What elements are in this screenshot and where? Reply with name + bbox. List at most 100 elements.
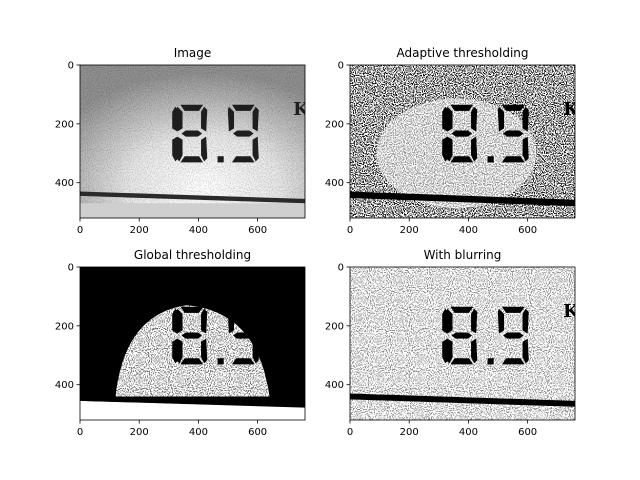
segment-g [451,130,473,137]
photo-grain [80,65,305,218]
bezel-edge [350,191,575,207]
x-tick-label: 200 [400,225,419,236]
segment-e [446,136,453,162]
segment-a [501,104,525,111]
y-tick-label: 200 [55,321,74,332]
segment-f [446,106,453,132]
x-tick-label: 200 [400,427,419,438]
bezel-lower [80,203,305,218]
segment-c [471,136,478,162]
panel-1-axes: Image 0 200 400 600 0 200 400 [55,46,306,236]
segment-b [522,308,529,334]
segment-e [176,338,183,364]
panel-3-readout-decimal-point [217,358,224,365]
segment-g [502,332,524,339]
segment-b [522,106,529,132]
panel-4-image: K [350,267,580,420]
y-tick-label: 400 [325,380,344,391]
segment-g [502,130,524,137]
segment-b [252,106,259,132]
x-tick-label: 600 [248,427,267,438]
y-tick-label: 0 [68,61,74,72]
panel-2-axes: Adaptive thresholding 0 200 400 600 0 200 400 [325,46,576,236]
y-tick-label: 0 [338,61,344,72]
panel-4-frame [349,266,576,421]
segment-c [522,338,529,364]
y-tick-label: 0 [68,263,74,274]
panel-2-frame [349,64,576,219]
panel-2-image: K [350,65,580,218]
panel-2-readout-digit-8 [446,104,478,163]
x-tick-label: 400 [459,225,478,236]
segment-a [180,104,204,111]
segment-b [471,308,478,334]
y-tick-label: 0 [338,263,344,274]
panel-4-title: With blurring [424,248,502,262]
segment-c [201,338,208,364]
segment-d [501,358,525,365]
segment-c [252,136,259,162]
panel-1-readout-digit-9 [227,104,259,163]
panel-3-axes: Global thresholding 0 200 400 600 0 200 400 [55,248,306,438]
panel-2-letter-k: K [563,99,580,120]
segment-f [497,106,505,132]
segment-b [471,106,478,132]
panel-4-axes: With blurring 0 200 400 600 0 200 400 [325,248,576,438]
segment-c [201,136,208,162]
bezel-edge [350,393,575,407]
panel-1-image: K [80,65,310,218]
segment-c [522,136,529,162]
segment-f [497,308,505,334]
segment-d [450,358,474,365]
segment-f [446,308,453,334]
y-tick-label: 200 [325,119,344,130]
x-tick-label: 400 [189,427,208,438]
x-tick-label: 0 [77,225,83,236]
x-tick-label: 200 [130,225,149,236]
segment-f [227,308,235,334]
segment-g [181,130,203,137]
panel-3-frame [79,266,306,421]
panel-3-readout-digit-8 [176,306,208,365]
panel-4-letter-k: K [563,301,580,322]
panel-3-title: Global thresholding [134,248,251,262]
segment-a [180,306,204,313]
segment-d [450,156,474,163]
segment-f [227,106,235,132]
segment-g [451,332,473,339]
panel-2-readout-digit-9 [497,104,529,163]
x-tick-label: 400 [459,427,478,438]
segment-c [252,338,259,364]
segment-g [232,332,254,339]
segment-c [471,338,478,364]
panel-1-frame [79,64,306,219]
panel-4-readout-digit-9 [497,306,529,365]
segment-a [501,306,525,313]
segment-g [232,130,254,137]
segment-d [180,358,204,365]
x-tick-label: 0 [347,225,353,236]
x-tick-label: 600 [248,225,267,236]
segment-d [180,156,204,163]
segment-a [231,104,255,111]
segment-a [450,104,474,111]
x-tick-label: 200 [130,427,149,438]
segment-a [231,306,255,313]
segment-b [252,308,259,334]
x-tick-label: 0 [347,427,353,438]
segment-d [501,156,525,163]
bezel-edge [80,397,305,408]
sparse-noise [350,267,575,420]
panel-1-readout-decimal-point [217,156,224,163]
panel-4-readout-decimal-point [487,358,494,365]
segment-a [450,306,474,313]
segment-g [181,332,203,339]
y-tick-label: 400 [325,178,344,189]
clean-region [376,98,537,209]
panel-3-readout-digit-9 [227,306,259,365]
x-tick-label: 0 [77,427,83,438]
panel-1-letter-k: K [293,99,310,120]
segment-b [201,106,208,132]
segment-e [446,338,453,364]
segment-b [201,308,208,334]
